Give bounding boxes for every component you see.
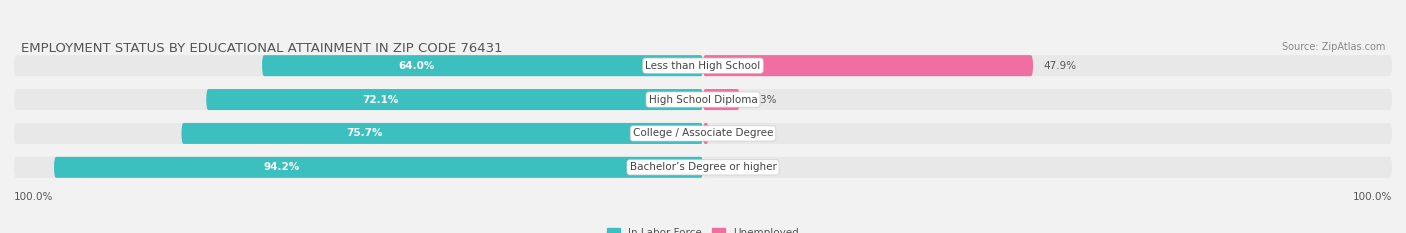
FancyBboxPatch shape [703, 123, 709, 144]
FancyBboxPatch shape [14, 157, 703, 178]
FancyBboxPatch shape [53, 157, 703, 178]
Text: 72.1%: 72.1% [361, 95, 398, 105]
Text: High School Diploma: High School Diploma [648, 95, 758, 105]
Text: College / Associate Degree: College / Associate Degree [633, 128, 773, 138]
Text: 75.7%: 75.7% [346, 128, 382, 138]
Text: Bachelor’s Degree or higher: Bachelor’s Degree or higher [630, 162, 776, 172]
Text: Less than High School: Less than High School [645, 61, 761, 71]
Legend: In Labor Force, Unemployed: In Labor Force, Unemployed [603, 224, 803, 233]
FancyBboxPatch shape [703, 157, 1392, 178]
Text: 47.9%: 47.9% [1043, 61, 1077, 71]
FancyBboxPatch shape [262, 55, 703, 76]
FancyBboxPatch shape [14, 89, 703, 110]
FancyBboxPatch shape [207, 89, 703, 110]
Text: Source: ZipAtlas.com: Source: ZipAtlas.com [1282, 42, 1385, 52]
FancyBboxPatch shape [14, 123, 703, 144]
FancyBboxPatch shape [703, 55, 1392, 76]
Text: EMPLOYMENT STATUS BY EDUCATIONAL ATTAINMENT IN ZIP CODE 76431: EMPLOYMENT STATUS BY EDUCATIONAL ATTAINM… [21, 42, 502, 55]
Text: 0.0%: 0.0% [713, 162, 740, 172]
FancyBboxPatch shape [703, 89, 1392, 110]
Text: 0.8%: 0.8% [718, 128, 745, 138]
Text: 94.2%: 94.2% [263, 162, 299, 172]
FancyBboxPatch shape [14, 55, 703, 76]
FancyBboxPatch shape [703, 89, 740, 110]
Text: 64.0%: 64.0% [398, 61, 434, 71]
Text: 100.0%: 100.0% [1353, 192, 1392, 202]
FancyBboxPatch shape [181, 123, 703, 144]
FancyBboxPatch shape [703, 123, 1392, 144]
FancyBboxPatch shape [703, 55, 1033, 76]
Text: 100.0%: 100.0% [14, 192, 53, 202]
Text: 5.3%: 5.3% [749, 95, 776, 105]
